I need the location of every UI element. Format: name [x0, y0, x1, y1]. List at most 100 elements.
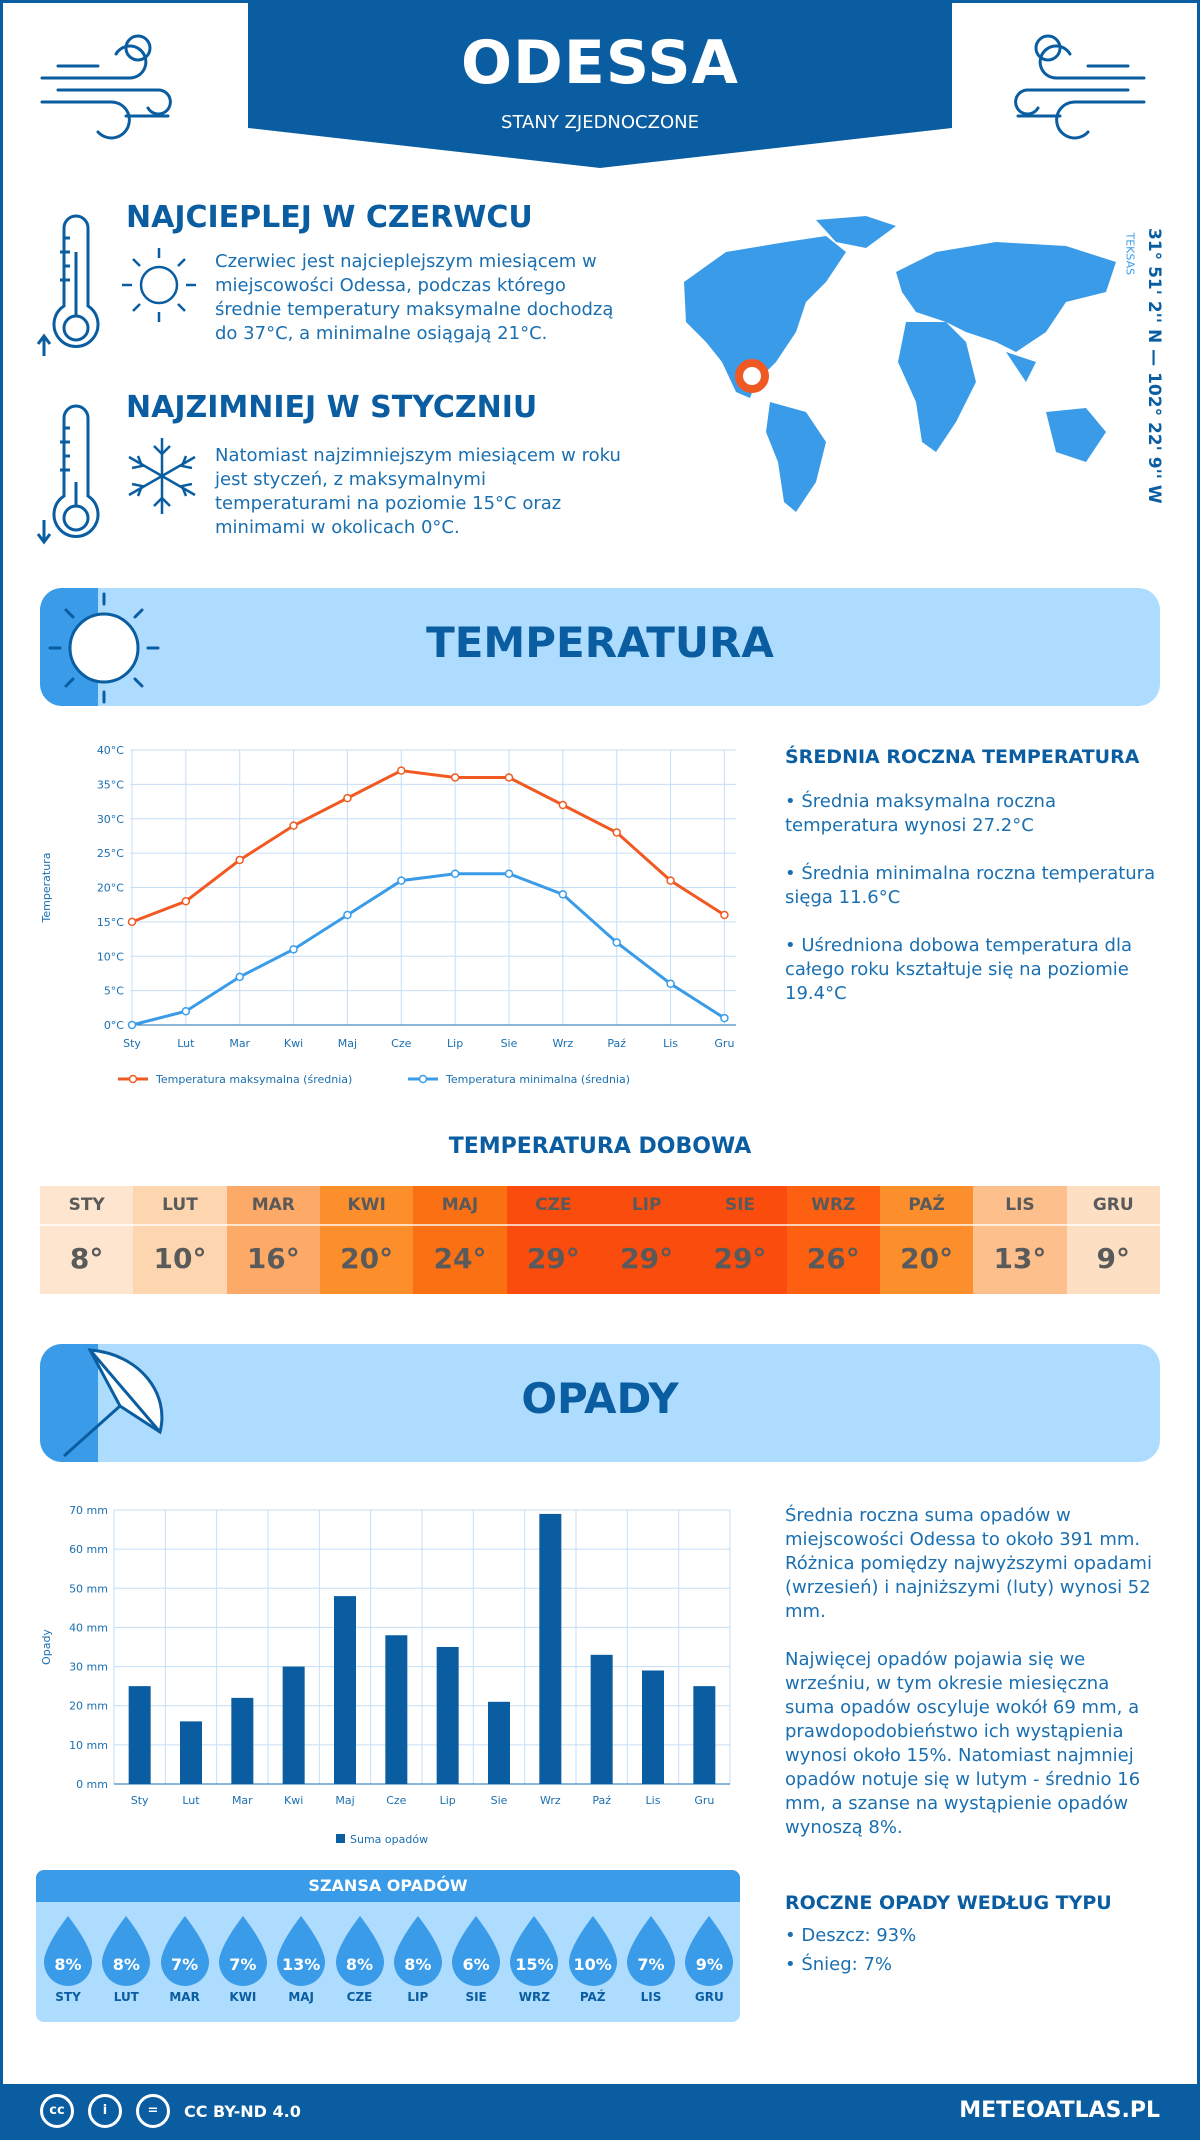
daily-temp-divider: [319, 1224, 414, 1226]
hottest-text: Czerwiec jest najcieplejszym miesiącem w…: [215, 251, 614, 344]
daily-temp-value: 29°: [620, 1242, 674, 1275]
data-point: [181, 1007, 191, 1016]
y-tick-label: 30°C: [97, 813, 124, 826]
precip-banner-corner: [40, 1344, 98, 1462]
y-tick-label: 60 mm: [69, 1543, 108, 1556]
bar: [385, 1635, 408, 1784]
precip-chance-month: PAŹ: [579, 1990, 606, 2004]
data-point: [720, 910, 729, 920]
daily-temp-value: 29°: [713, 1242, 767, 1275]
y-tick-label: 35°C: [97, 778, 124, 791]
x-tick-label: Sie: [491, 1794, 508, 1807]
bar: [488, 1701, 510, 1784]
precip-chance-drop: 15% WRZ: [508, 1914, 564, 2006]
y-tick-label: 10°C: [97, 950, 124, 963]
data-point: [558, 800, 568, 810]
data-point: [666, 979, 675, 988]
daily-temp-value: 24°: [433, 1242, 487, 1275]
site-link[interactable]: METEOATLAS.PL: [959, 2098, 1160, 2123]
x-tick-label: Gru: [714, 1037, 734, 1050]
precipitation-chart: 0 mm 10 mm 20 mm 30 mm 40 mm 50 mm 60 mm 70 mm S…: [40, 1504, 731, 1846]
legend-label: Temperatura maksymalna (średnia): [155, 1073, 352, 1086]
x-tick-label: Wrz: [540, 1794, 561, 1807]
x-tick-label: Cze: [391, 1037, 411, 1050]
bar: [590, 1654, 613, 1784]
legend-marker: [128, 1074, 138, 1084]
precip-section-title: OPADY: [521, 1374, 679, 1423]
y-tick-label: 0 mm: [76, 1778, 108, 1791]
precip-chance-drop: 13% MAJ: [275, 1914, 331, 2006]
daily-temp-value: 8°: [69, 1242, 104, 1275]
daily-temp-cell: CZE 29°: [506, 1186, 600, 1294]
temperature-banner: TEMPERATURA: [40, 588, 1160, 706]
daily-temp-value: 29°: [526, 1242, 580, 1275]
data-point: [397, 766, 406, 775]
header-shape: [248, 0, 952, 168]
footer: cc i = CC BY-ND 4.0 METEOATLAS.PL: [0, 2084, 1200, 2140]
daily-temp-divider: [599, 1224, 694, 1226]
temp-bullet-3: • Uśredniona dobowa temperatura dla całe…: [785, 935, 1133, 1004]
coldest-text: Natomiast najzimniejszym miesiącem w rok…: [215, 445, 621, 538]
umbrella-icon: [63, 1348, 164, 1458]
precip-chance-value: 10%: [573, 1955, 612, 1974]
daily-temp-cell: LIS 13°: [973, 1186, 1067, 1294]
daily-temp-divider: [786, 1224, 880, 1226]
precip-chance-drop: 8% STY: [42, 1914, 98, 2006]
data-point: [181, 897, 191, 906]
precip-chance-value: 15%: [515, 1955, 554, 1974]
daily-temp-cell: SIE 29°: [693, 1186, 787, 1294]
x-tick-label: Lip: [440, 1794, 456, 1807]
x-tick-label: Gru: [694, 1794, 714, 1807]
data-point: [343, 910, 352, 920]
x-tick-label: Wrz: [553, 1037, 574, 1050]
bar: [693, 1686, 716, 1784]
precip-chance-value: 8%: [345, 1955, 374, 1974]
temperature-chart: 0°C 5°C 10°C 15°C 20°C 25°C 30°C 35°C 40°C Sty Lut…: [40, 744, 736, 1086]
daily-temp-divider: [40, 1224, 134, 1226]
precip-chance-month: CZE: [346, 1990, 373, 2004]
y-tick-label: 40 mm: [69, 1621, 108, 1634]
daily-temp-month: GRU: [1092, 1195, 1134, 1215]
x-tick-label: Maj: [335, 1794, 354, 1807]
bar: [128, 1686, 151, 1784]
precip-chance-drop: 7% MAR: [159, 1914, 215, 2006]
data-point: [612, 938, 621, 947]
precip-chance-drop: 8% CZE: [334, 1914, 390, 2006]
precip-chance-month: GRU: [694, 1990, 724, 2004]
wind-icon-left: [40, 34, 172, 140]
precip-chance-month: WRZ: [518, 1990, 550, 2004]
precip-chance-value: 8%: [54, 1955, 82, 1974]
wind-icon-right: [1014, 34, 1146, 140]
y-tick-label: 70 mm: [69, 1504, 108, 1517]
raindrop-icon: [335, 1916, 384, 1986]
daily-temp-title: TEMPERATURA DOBOWA: [448, 1134, 752, 1159]
coordinates: 31° 51' 2'' N — 102° 22' 9'' W: [1144, 228, 1164, 504]
daily-temp-divider: [879, 1224, 974, 1226]
daily-temp-divider: [693, 1224, 787, 1226]
license-text: CC BY-ND 4.0: [184, 2102, 301, 2121]
bar: [180, 1721, 202, 1784]
legend-swatch: [336, 1834, 345, 1843]
precip-chance-value: 9%: [695, 1955, 723, 1974]
data-point: [343, 793, 352, 803]
country-subtitle: STANY ZJEDNOCZONE: [501, 112, 699, 133]
bar: [282, 1666, 305, 1784]
location-marker: [735, 359, 769, 393]
daily-temp-divider: [506, 1224, 600, 1226]
daily-temp-divider: [226, 1224, 320, 1226]
daily-temp-month: WRZ: [811, 1195, 856, 1215]
bar: [642, 1670, 664, 1784]
data-point: [666, 876, 675, 885]
raindrop-icon: [568, 1916, 617, 1986]
temperature-section-title: TEMPERATURA: [426, 618, 774, 667]
sun-icon: [122, 248, 196, 322]
data-point: [450, 869, 460, 878]
x-tick-label: Sie: [501, 1037, 518, 1050]
raindrop-icon: [102, 1916, 151, 1986]
city-title: ODESSA: [461, 28, 739, 98]
data-point: [289, 945, 298, 954]
precip-chance-month: SIE: [465, 1990, 487, 2004]
coords-box: 31° 51' 2'' N — 102° 22' 9'' W: [1136, 228, 1166, 504]
precip-banner: OPADY: [40, 1344, 1160, 1462]
bar: [231, 1697, 254, 1784]
